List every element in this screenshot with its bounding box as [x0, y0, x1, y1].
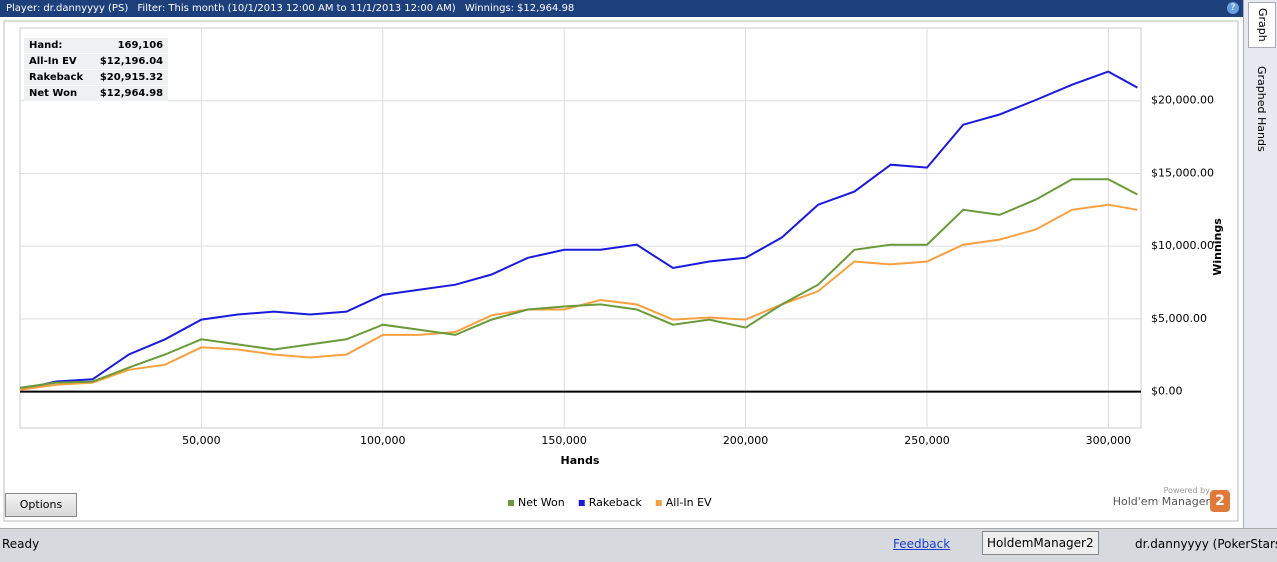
- plot-area: [19, 27, 1142, 429]
- y-tick-label: $5,000.00: [1151, 312, 1207, 325]
- winnings: $12,964.98: [517, 3, 575, 14]
- y-tick-label: $15,000.00: [1151, 166, 1214, 179]
- chart: Hands Winnings $0.00 $5,000.00 $10,000.00 $…: [3, 20, 1239, 522]
- header: Player: dr.dannyyyy (PS) Filter: This mont…: [0, 0, 1243, 17]
- stats-table: Hand: 169,106 All-In EV $12,196.04 Rakebac…: [24, 38, 169, 102]
- tab[interactable]: Graphed Hands: [1255, 66, 1268, 152]
- stat-label: All-In EV: [24, 53, 89, 70]
- tab[interactable]: Graph: [1248, 2, 1276, 48]
- winnings-label: Winnings:: [464, 3, 515, 14]
- y-tick-label: $10,000.00: [1151, 239, 1214, 252]
- feedback-link[interactable]: Feedback: [893, 537, 951, 551]
- app-button[interactable]: HoldemManager2: [982, 531, 1099, 555]
- legend-swatch: [578, 500, 585, 506]
- legend-swatch: [508, 500, 514, 506]
- status-bar: Ready Feedback HoldemManager2 dr.dannyyy…: [0, 528, 1277, 562]
- brand-name: Hold'em Manager: [1112, 495, 1210, 508]
- y-tick-label: $0.00: [1151, 385, 1183, 398]
- x-tick-label: 250,000: [904, 434, 950, 447]
- x-axis-title: Hands: [561, 454, 600, 467]
- x-tick-label: 300,000: [1086, 434, 1132, 447]
- y-tick-label: $20,000.00: [1151, 94, 1214, 107]
- y-axis-title: Winnings: [1211, 218, 1224, 276]
- brand-badge: 2: [1210, 490, 1230, 512]
- player-label: Player:: [6, 3, 41, 14]
- series-line: [19, 178, 1138, 389]
- powered-by: Powered by: [1163, 486, 1210, 495]
- stat-value: $12,196.04: [88, 53, 169, 70]
- x-tick-label: 100,000: [360, 434, 406, 447]
- x-tick-label: 150,000: [541, 434, 587, 447]
- status-text: Ready: [2, 537, 40, 551]
- legend-label: Net Won: [518, 496, 565, 509]
- legend-label: Rakeback: [589, 496, 643, 509]
- legend-label: All-In EV: [666, 496, 712, 509]
- stat-value: 169,106: [88, 38, 169, 54]
- series-line: [19, 70, 1138, 391]
- branding: Powered by Hold'em Manager: [1100, 486, 1210, 508]
- stat-label: Rakeback: [24, 69, 89, 86]
- help-button[interactable]: ?: [1227, 2, 1239, 14]
- filter: This month (10/1/2013 12:00 AM to 11/1/2…: [168, 3, 456, 14]
- x-tick-label: 200,000: [723, 434, 769, 447]
- user: dr.dannyyyy (PokerStars): [1135, 537, 1277, 551]
- tab-strip: Graph Graphed Hands: [1243, 0, 1277, 528]
- stat-label: Hand:: [24, 38, 89, 54]
- player: dr.dannyyyy (PS): [43, 3, 129, 14]
- stat-value: $20,915.32: [88, 69, 169, 86]
- legend-swatch: [655, 500, 662, 506]
- filter-label: Filter:: [137, 3, 166, 14]
- stat-label: Net Won: [24, 85, 89, 102]
- stat-value: $12,964.98: [88, 85, 169, 102]
- x-tick-label: 50,000: [182, 434, 221, 447]
- options-button[interactable]: Options: [5, 493, 77, 517]
